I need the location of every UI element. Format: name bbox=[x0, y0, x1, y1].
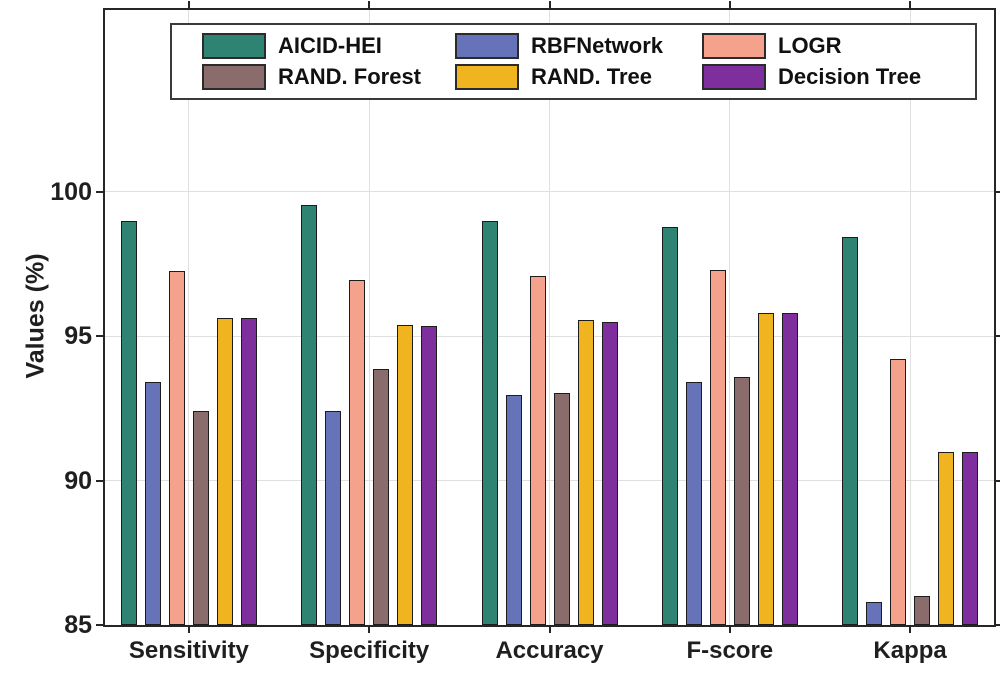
bar-decision-tree-f-score bbox=[781, 313, 798, 625]
x-axis-tick bbox=[548, 627, 551, 633]
legend-item: RAND. Tree bbox=[455, 64, 702, 91]
legend-item: AICID-HEI bbox=[202, 32, 455, 59]
y-axis-tick bbox=[96, 624, 103, 626]
legend-swatch-icon bbox=[455, 32, 519, 59]
x-axis-tick bbox=[368, 627, 371, 633]
legend-item: LOGR bbox=[702, 32, 965, 59]
bar-aicid-hei-accuracy bbox=[481, 220, 498, 625]
legend-swatch-icon bbox=[202, 64, 266, 91]
y-axis-tick bbox=[96, 335, 103, 338]
x-tick-label: Specificity bbox=[309, 637, 430, 664]
x-axis-tick bbox=[548, 1, 551, 8]
bar-rand-tree-specificity bbox=[397, 324, 414, 625]
bar-logr-accuracy bbox=[529, 275, 546, 625]
bar-rand-forest-kappa bbox=[914, 596, 931, 625]
bar-rand-forest-f-score bbox=[733, 376, 750, 625]
x-axis-tick bbox=[728, 1, 731, 8]
bar-rbfnetwork-kappa bbox=[866, 601, 883, 625]
bar-rand-forest-sensitivity bbox=[192, 411, 209, 625]
bar-rbfnetwork-sensitivity bbox=[144, 382, 161, 625]
y-tick-label: 95 bbox=[64, 322, 92, 351]
y-axis-label: Values (%) bbox=[21, 253, 50, 379]
y-axis-tick bbox=[96, 479, 103, 482]
legend-label: Decision Tree bbox=[778, 64, 922, 90]
bar-rbfnetwork-f-score bbox=[685, 382, 702, 625]
bar-logr-sensitivity bbox=[168, 271, 185, 625]
bar-rand-tree-accuracy bbox=[577, 320, 594, 625]
legend-label: RBFNetwork bbox=[531, 32, 664, 58]
legend-item: Decision Tree bbox=[702, 64, 965, 91]
plot-area bbox=[96, 1, 1000, 633]
legend-swatch-icon bbox=[202, 32, 266, 59]
y-tick-label: 85 bbox=[64, 611, 92, 639]
x-axis-tick bbox=[909, 1, 912, 8]
legend-item: RBFNetwork bbox=[455, 32, 702, 59]
bar-logr-kappa bbox=[890, 359, 907, 625]
bar-decision-tree-sensitivity bbox=[240, 317, 257, 625]
bar-aicid-hei-sensitivity bbox=[120, 220, 137, 625]
x-axis-tick bbox=[187, 1, 190, 8]
gridline-vertical bbox=[368, 10, 370, 625]
legend-label: RAND. Tree bbox=[531, 64, 653, 90]
legend-label: AICID-HEI bbox=[278, 32, 382, 58]
legend-label: RAND. Forest bbox=[278, 64, 422, 90]
bar-decision-tree-kappa bbox=[962, 451, 979, 625]
legend-swatch-icon bbox=[455, 64, 519, 91]
y-axis-tick bbox=[96, 190, 103, 193]
bar-decision-tree-accuracy bbox=[601, 321, 618, 625]
legend-label: LOGR bbox=[778, 32, 842, 58]
y-tick-label: 90 bbox=[64, 466, 92, 495]
bar-rand-forest-accuracy bbox=[553, 392, 570, 625]
y-axis-tick bbox=[996, 190, 1000, 193]
bar-aicid-hei-kappa bbox=[842, 236, 859, 625]
gridline-vertical bbox=[729, 10, 731, 625]
y-axis-tick bbox=[996, 479, 1000, 482]
x-axis-tick bbox=[368, 1, 371, 8]
bar-logr-f-score bbox=[709, 269, 726, 625]
x-tick-label: F-score bbox=[686, 637, 774, 664]
x-axis-tick bbox=[728, 627, 731, 633]
bar-rand-tree-sensitivity bbox=[216, 317, 233, 625]
y-axis-tick bbox=[996, 624, 1000, 626]
bar-aicid-hei-f-score bbox=[661, 226, 678, 625]
gridline-vertical bbox=[909, 10, 911, 625]
legend-item: RAND. Forest bbox=[202, 64, 455, 91]
bar-logr-specificity bbox=[349, 279, 366, 625]
legend-swatch-icon bbox=[702, 32, 766, 59]
x-tick-label: Kappa bbox=[873, 637, 947, 664]
y-tick-label: 100 bbox=[50, 177, 92, 206]
x-tick-label: Accuracy bbox=[495, 637, 604, 664]
x-axis-tick bbox=[187, 627, 190, 633]
bar-rand-tree-f-score bbox=[757, 313, 774, 625]
bar-aicid-hei-specificity bbox=[301, 204, 318, 625]
legend: AICID-HEI RBFNetwork LOGR RAND. Forest R… bbox=[170, 23, 977, 100]
x-axis-tick bbox=[909, 627, 912, 633]
bar-rbfnetwork-accuracy bbox=[505, 395, 522, 625]
y-axis-tick bbox=[996, 335, 1000, 338]
bar-rand-forest-specificity bbox=[373, 369, 390, 625]
gridline-vertical bbox=[549, 10, 550, 625]
legend-swatch-icon bbox=[702, 64, 766, 91]
gridline-vertical bbox=[188, 10, 190, 625]
bar-rand-tree-kappa bbox=[938, 451, 955, 625]
x-tick-label: Sensitivity bbox=[128, 637, 249, 664]
bar-rbfnetwork-specificity bbox=[325, 411, 342, 625]
bar-decision-tree-specificity bbox=[421, 326, 438, 625]
